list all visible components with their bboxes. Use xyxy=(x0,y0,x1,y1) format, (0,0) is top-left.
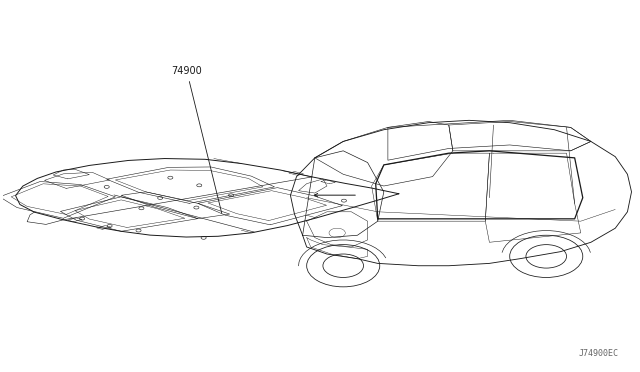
Text: 74900: 74900 xyxy=(172,66,221,213)
Text: J74900EC: J74900EC xyxy=(578,349,618,358)
